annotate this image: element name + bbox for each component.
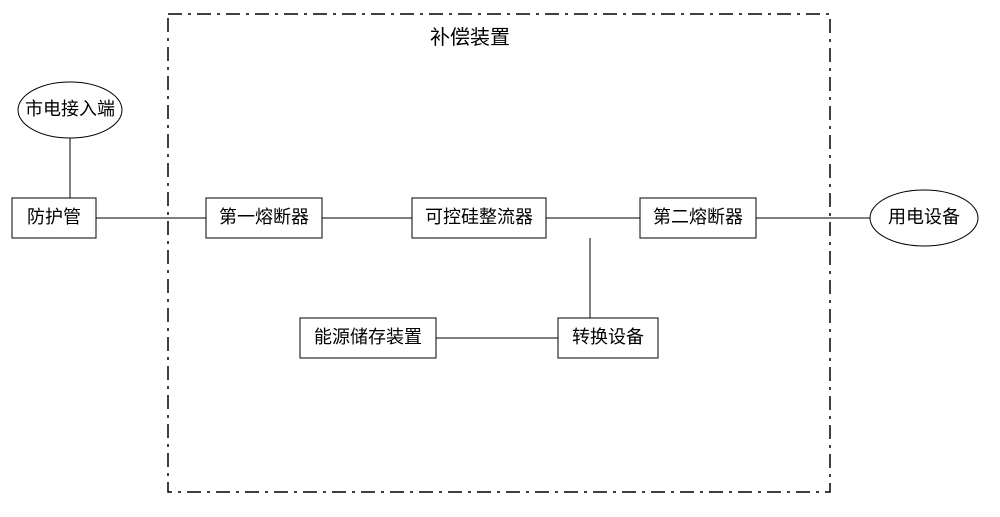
container-title: 补偿装置 [430, 26, 510, 49]
node-mains: 市电接入端 [18, 82, 122, 138]
node-storage-label: 能源储存装置 [314, 327, 422, 347]
node-scr: 可控硅整流器 [412, 198, 546, 238]
node-mains-label: 市电接入端 [25, 99, 115, 119]
node-load: 用电设备 [870, 190, 978, 246]
node-protect: 防护管 [12, 198, 96, 238]
node-fuse2-label: 第二熔断器 [653, 207, 743, 227]
node-scr-label: 可控硅整流器 [425, 207, 533, 227]
node-fuse1: 第一熔断器 [206, 198, 322, 238]
node-load-label: 用电设备 [888, 207, 960, 227]
compensation-device-container [168, 14, 830, 492]
node-fuse2: 第二熔断器 [640, 198, 756, 238]
node-storage: 能源储存装置 [300, 318, 436, 358]
node-fuse1-label: 第一熔断器 [219, 207, 309, 227]
diagram-canvas: 补偿装置市电接入端防护管 第一熔断器 可控硅整流器 第二熔断器 用电设备能源储存装置 转换… [0, 0, 1000, 517]
node-convert: 转换设备 [558, 318, 658, 358]
node-convert-label: 转换设备 [572, 327, 644, 347]
node-protect-label: 防护管 [27, 207, 81, 227]
